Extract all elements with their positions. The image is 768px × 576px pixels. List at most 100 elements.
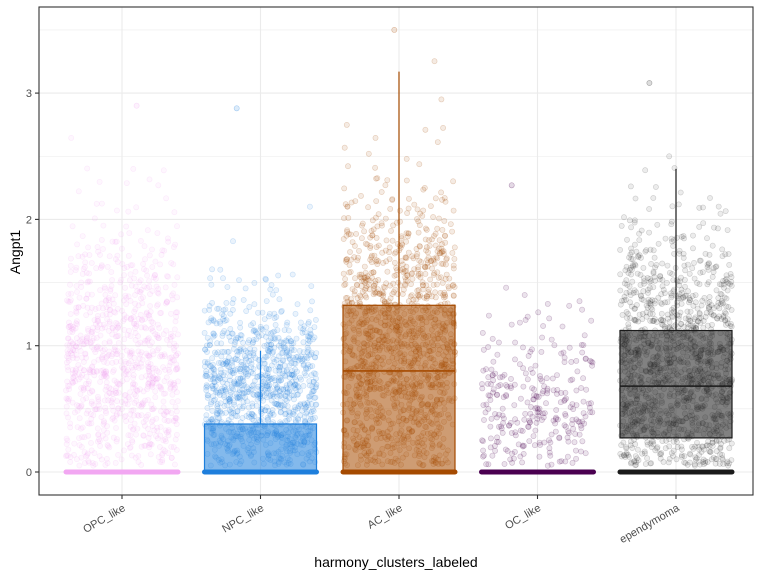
data-point (96, 402, 102, 409)
data-point (143, 350, 150, 357)
data-point (141, 340, 148, 347)
data-point (246, 303, 253, 310)
data-point (642, 461, 649, 467)
data-point (131, 381, 138, 388)
data-point (63, 403, 70, 410)
data-point (164, 235, 171, 242)
data-point (114, 398, 120, 404)
data-point (349, 239, 356, 245)
data-point (119, 307, 125, 314)
data-point (173, 421, 180, 427)
data-point (707, 309, 714, 316)
data-point (341, 215, 347, 222)
data-point (146, 315, 153, 322)
data-point (159, 450, 166, 457)
data-point (130, 426, 137, 433)
data-point (361, 275, 368, 281)
data-point (562, 412, 569, 419)
data-point (451, 284, 458, 290)
data-point (309, 298, 315, 305)
data-point (84, 420, 91, 426)
data-point (102, 285, 108, 292)
data-point (292, 356, 299, 363)
data-point (561, 359, 568, 365)
data-point (216, 318, 223, 325)
data-point (173, 352, 180, 359)
data-point (423, 282, 430, 289)
data-point (142, 397, 148, 404)
data-point (431, 270, 438, 277)
data-point (112, 256, 119, 263)
data-point (108, 386, 114, 393)
data-point (567, 377, 574, 384)
data-point (570, 425, 577, 432)
data-point (582, 356, 589, 362)
data-point (121, 272, 127, 278)
data-point (162, 366, 168, 373)
data-point (66, 323, 73, 330)
data-point (416, 161, 423, 168)
data-point (246, 414, 252, 421)
data-point (259, 309, 266, 316)
data-point (527, 419, 533, 425)
data-point (103, 383, 110, 390)
data-point (71, 440, 78, 447)
data-point (374, 175, 381, 182)
data-point (168, 443, 175, 450)
data-point (120, 365, 127, 372)
data-point (256, 372, 263, 379)
data-point (301, 361, 307, 368)
data-point (372, 164, 378, 171)
data-point (162, 390, 169, 397)
data-point (696, 204, 703, 211)
data-point (494, 351, 501, 358)
data-point (487, 381, 494, 388)
data-point (72, 369, 79, 376)
data-point (171, 357, 177, 364)
data-point (64, 297, 70, 304)
data-point (90, 324, 96, 331)
data-point (391, 259, 398, 266)
data-point (539, 334, 545, 341)
data-point (289, 368, 296, 374)
data-point-max (646, 80, 653, 86)
data-point (117, 279, 124, 286)
data-point (80, 341, 87, 348)
data-point (292, 310, 299, 317)
data-point (696, 452, 702, 458)
data-point (569, 421, 575, 427)
data-point (112, 326, 119, 333)
data-point (115, 405, 122, 412)
data-point (517, 319, 523, 326)
data-point (73, 309, 80, 316)
data-point (167, 330, 174, 337)
data-point (508, 375, 514, 382)
data-point (430, 214, 436, 220)
data-point (169, 391, 176, 398)
data-point (149, 406, 156, 413)
data-point (722, 317, 729, 324)
data-point (131, 412, 137, 419)
data-point (64, 342, 71, 348)
data-point (145, 335, 152, 341)
data-point (144, 227, 151, 234)
data-point (275, 377, 282, 383)
x-axis-title: harmony_clusters_labeled (314, 554, 477, 570)
data-point (291, 404, 298, 411)
data-point (113, 390, 119, 396)
data-point (64, 437, 71, 444)
data-point (428, 293, 435, 300)
data-point (626, 217, 633, 224)
data-point (153, 415, 160, 422)
data-point (646, 206, 652, 212)
data-point (95, 248, 101, 255)
data-point (145, 434, 152, 441)
data-point (137, 339, 144, 346)
data-point (223, 359, 230, 366)
data-point (148, 418, 155, 425)
data-point (520, 365, 526, 372)
data-point (573, 357, 580, 364)
data-point (644, 455, 650, 462)
data-point (79, 424, 86, 431)
data-point (713, 287, 720, 294)
